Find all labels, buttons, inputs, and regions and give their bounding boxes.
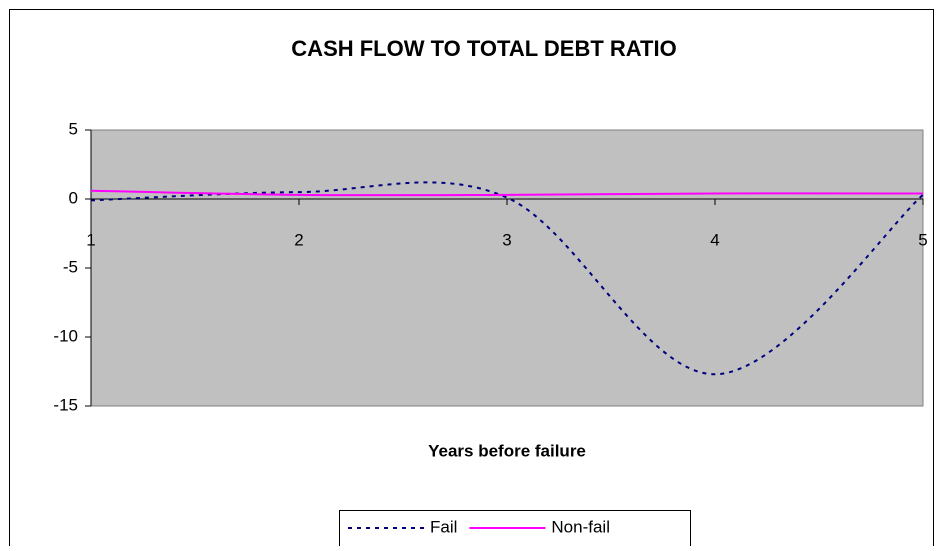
x-tick-label: 1 <box>86 230 95 249</box>
legend-label: Fail <box>430 517 457 536</box>
y-tick-label: -15 <box>53 395 78 414</box>
y-tick-label: -5 <box>63 257 78 276</box>
y-tick-label: 0 <box>69 188 78 207</box>
x-tick-label: 3 <box>502 230 511 249</box>
y-tick-label: -10 <box>53 326 78 345</box>
series-line <box>90 189 924 197</box>
x-tick-label: 2 <box>294 230 303 249</box>
x-axis-label: Years before failure <box>428 441 586 460</box>
y-tick-label: 5 <box>69 119 78 138</box>
legend-label: Non-fail <box>551 517 610 536</box>
chart-title: CASH FLOW TO TOTAL DEBT RATIO <box>291 36 676 61</box>
plot-area <box>90 129 924 407</box>
x-tick-label: 5 <box>918 230 927 249</box>
x-tick-label: 4 <box>710 230 719 249</box>
legend-box <box>339 510 691 551</box>
